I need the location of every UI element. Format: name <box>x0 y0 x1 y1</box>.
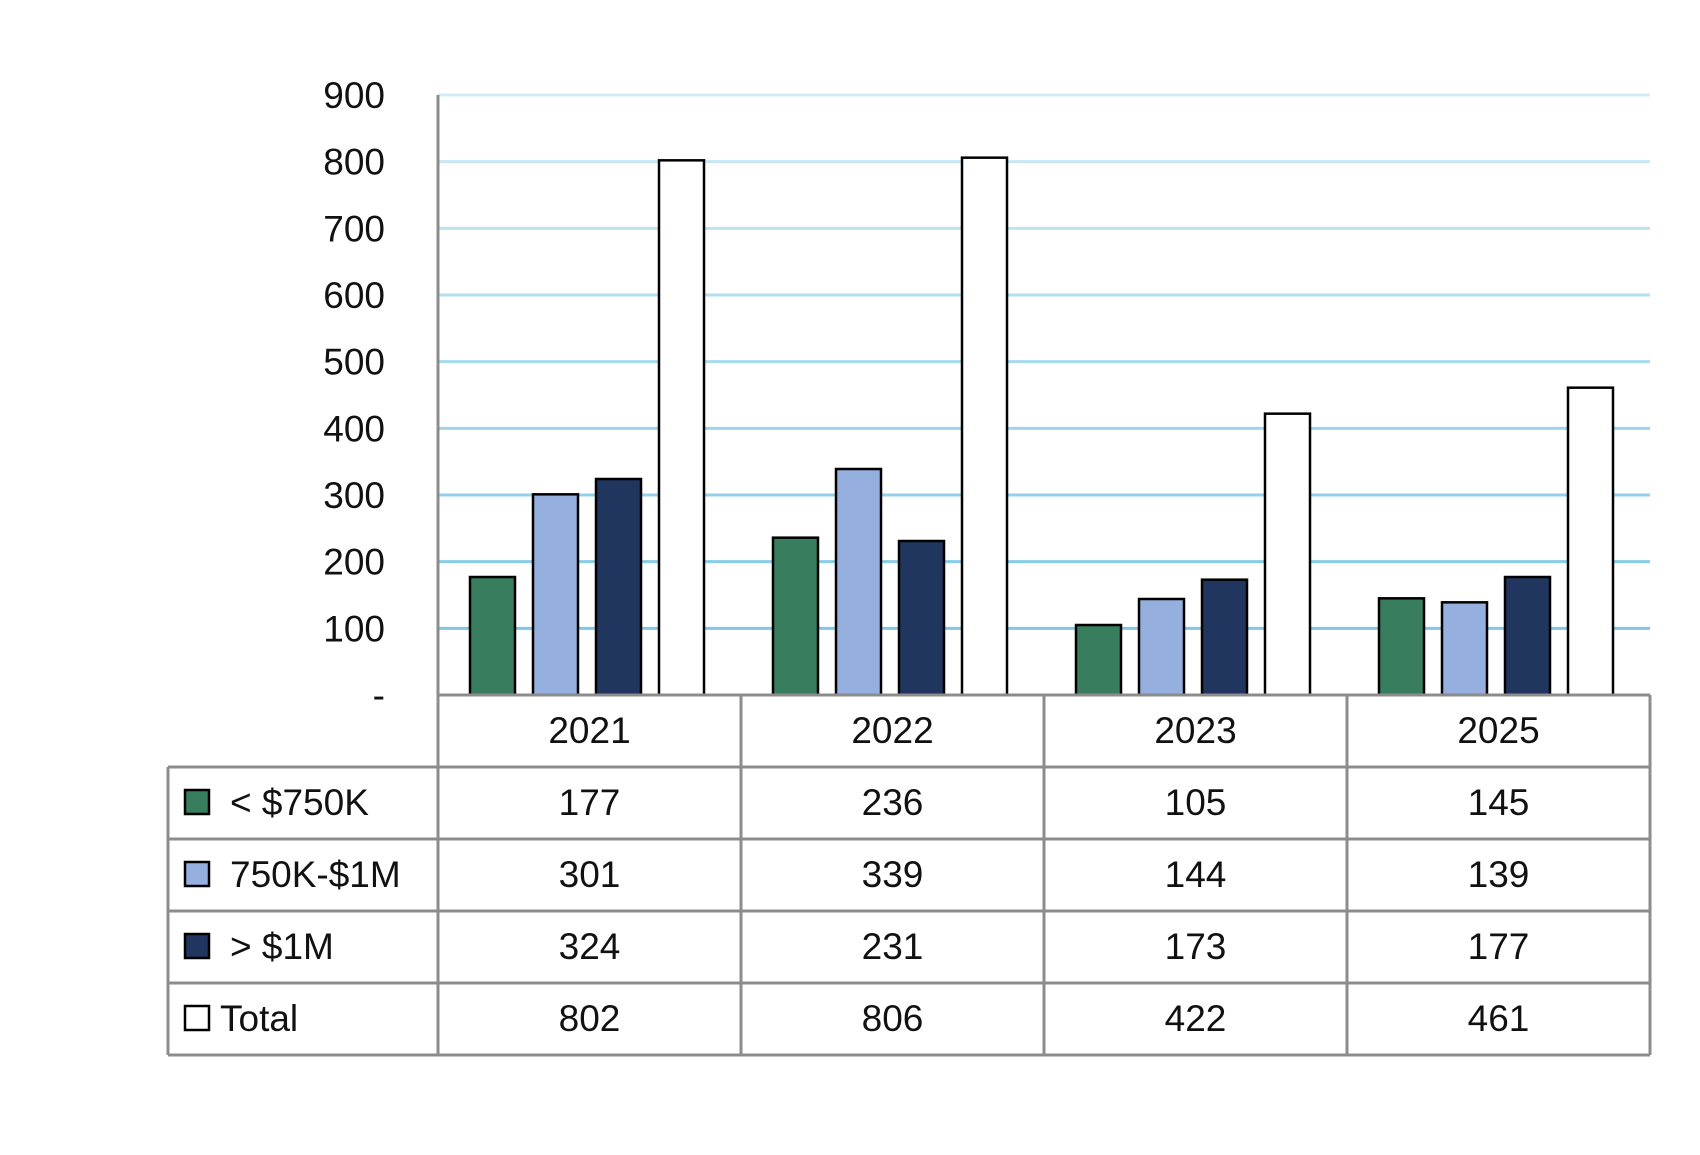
data-label: 422 <box>1165 998 1227 1039</box>
data-label: 236 <box>862 782 924 823</box>
y-tick-label: 300 <box>323 475 385 516</box>
data-label: 802 <box>559 998 621 1039</box>
bar-1m-2023 <box>1200 578 1249 697</box>
y-tick-label: 200 <box>323 542 385 583</box>
x-category-label: 2021 <box>548 710 630 751</box>
data-label: 105 <box>1165 782 1227 823</box>
legend-label: 750K-$1M <box>230 854 401 895</box>
legend-swatch <box>183 1004 211 1032</box>
legend-label: < $750K <box>230 782 369 823</box>
y-tick-label: 400 <box>323 408 385 449</box>
bar-750k-2021 <box>468 575 517 697</box>
data-label: 173 <box>1165 926 1227 967</box>
bar-750k-1m-2025 <box>1440 601 1489 697</box>
bar-750k-1m-2021 <box>531 493 580 697</box>
bar-total-2021 <box>657 159 706 697</box>
y-tick-label: 800 <box>323 142 385 183</box>
bar-750k-2022 <box>771 536 820 697</box>
data-label: 339 <box>862 854 924 895</box>
bar-1m-2021 <box>594 477 643 697</box>
y-axis-ticks: - 100 200 300 400 500 600 700 800 900 <box>323 75 385 716</box>
legend-swatch <box>183 788 211 816</box>
bar-total-2025 <box>1566 386 1615 697</box>
data-label: 177 <box>1468 926 1530 967</box>
bar-750k-2023 <box>1074 623 1123 697</box>
bar-750k-2025 <box>1377 597 1426 697</box>
x-category-label: 2022 <box>851 710 933 751</box>
bar-750k-1m-2022 <box>834 467 883 697</box>
x-category-label: 2025 <box>1457 710 1539 751</box>
data-label: 177 <box>559 782 621 823</box>
legend-swatch <box>183 860 211 888</box>
bar-1m-2022 <box>897 539 946 697</box>
y-tick-label: 700 <box>323 208 385 249</box>
y-tick-label: 900 <box>323 75 385 116</box>
data-label: 144 <box>1165 854 1227 895</box>
data-label: 806 <box>862 998 924 1039</box>
y-tick-label: 600 <box>323 275 385 316</box>
data-label: 139 <box>1468 854 1530 895</box>
bar-750k-1m-2023 <box>1137 597 1186 697</box>
data-label: 301 <box>559 854 621 895</box>
bar-total-2023 <box>1263 412 1312 697</box>
legend-swatch <box>183 932 211 960</box>
y-tick-label: 100 <box>323 608 385 649</box>
data-label: 145 <box>1468 782 1530 823</box>
data-label: 461 <box>1468 998 1530 1039</box>
data-label: 231 <box>862 926 924 967</box>
legend-label: > $1M <box>230 926 334 967</box>
bar-total-2022 <box>960 156 1009 697</box>
data-table: 2021 2022 2023 2025 < $750K 177 236 105 145 750K-… <box>166 693 1652 1057</box>
data-label: 324 <box>559 926 621 967</box>
y-tick-label: - <box>373 675 385 716</box>
bar-1m-2025 <box>1503 575 1552 697</box>
x-category-label: 2023 <box>1154 710 1236 751</box>
bars <box>468 156 1615 697</box>
y-tick-label: 500 <box>323 342 385 383</box>
legend-label: Total <box>220 998 298 1039</box>
